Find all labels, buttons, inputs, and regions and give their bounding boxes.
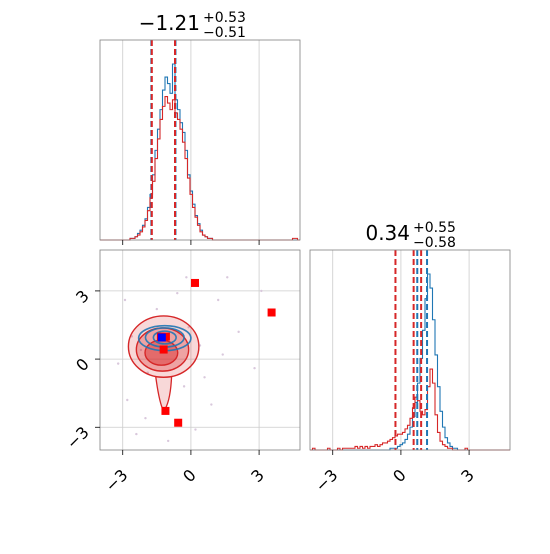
- faint-point-16: [135, 432, 138, 436]
- y-tick-label-2d-0: −3: [63, 423, 93, 453]
- faint-point-11: [155, 307, 159, 311]
- frame-2d: [99, 249, 301, 451]
- faint-point-20: [185, 276, 188, 279]
- faint-point-3: [187, 326, 190, 329]
- faint-point-21: [260, 289, 263, 293]
- faint-point-23: [203, 376, 206, 379]
- faint-point-19: [221, 353, 224, 356]
- x-tick-label-right-0: −3: [311, 465, 341, 495]
- faint-point-5: [126, 398, 129, 402]
- scatter-2d-panel: [99, 249, 301, 451]
- red-marker-0: [191, 278, 199, 287]
- red-marker-3: [161, 332, 170, 341]
- x-tick-label-2d-0: −3: [101, 465, 131, 495]
- hist-y-series-b: [310, 368, 510, 451]
- y-tick-label-2d-1: 0: [72, 354, 93, 375]
- x-tick-label-right-2: 3: [457, 465, 478, 486]
- frame-right-hist: [309, 249, 511, 451]
- param-2-title-value: 0.34: [365, 221, 410, 245]
- y-tick-label-2d-2: 3: [72, 286, 93, 307]
- red-marker-5: [161, 406, 170, 415]
- faint-point-0: [139, 348, 143, 352]
- param-1-title-minus: −0.51: [203, 25, 246, 41]
- red-marker-1: [267, 308, 276, 317]
- faint-point-18: [166, 439, 170, 443]
- faint-point-8: [237, 330, 240, 334]
- histogram-param-1: [99, 39, 301, 245]
- faint-point-15: [194, 428, 197, 431]
- axes-histogram-param-2: −3 0 3: [311, 450, 478, 496]
- faint-point-12: [176, 291, 179, 295]
- param-2-title-plus: +0.55: [413, 220, 456, 236]
- red-marker-4: [159, 345, 168, 354]
- x-tick-label-right-1: 0: [389, 465, 410, 486]
- blue-contour-0: [152, 330, 177, 345]
- faint-point-7: [216, 298, 220, 302]
- param-2-title-minus: −0.58: [413, 235, 456, 251]
- x-tick-label-2d-2: 3: [247, 465, 268, 486]
- faint-point-22: [123, 298, 127, 302]
- faint-point-10: [210, 403, 213, 406]
- histogram-param-2: [309, 249, 511, 451]
- x-tick-label-2d-1: 0: [179, 465, 200, 486]
- red-contour-tail: [155, 376, 173, 413]
- faint-point-9: [144, 416, 147, 420]
- faint-point-17: [253, 366, 256, 370]
- blue-marker-0: [157, 333, 166, 342]
- red-marker-6: [174, 418, 183, 427]
- faint-point-14: [116, 362, 120, 365]
- hist-x-series-b: [100, 96, 300, 241]
- frame-top-hist: [99, 39, 301, 241]
- faint-point-13: [226, 276, 229, 279]
- param-1-title-value: −1.21: [139, 11, 200, 35]
- hist-x-series-a: [100, 63, 300, 241]
- param-1-title-plus: +0.53: [203, 10, 246, 26]
- faint-point-6: [182, 385, 186, 388]
